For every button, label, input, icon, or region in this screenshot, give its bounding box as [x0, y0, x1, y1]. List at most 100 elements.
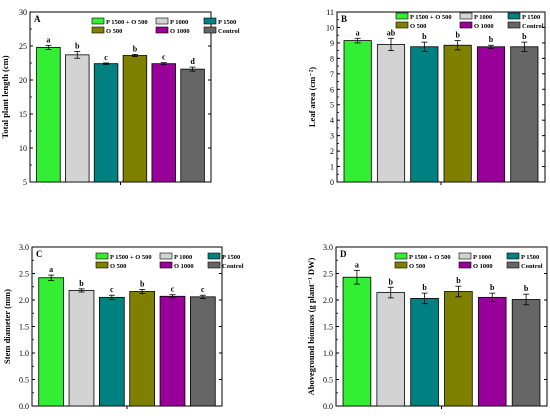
legend-swatch — [507, 21, 521, 29]
bar — [510, 46, 539, 183]
legend-label: P 1500 — [521, 254, 539, 261]
y-tick-label: 3.0 — [19, 243, 29, 252]
legend-swatch — [159, 252, 173, 260]
panel-a: 5 10 15 20 25 30 Total plant length (cm) Aa b c b c… — [0, 8, 240, 187]
legend-swatch — [395, 12, 409, 20]
y-tick-label: 1.5 — [323, 323, 333, 332]
y-axis-label: Leaf area (cm⁻²) — [307, 67, 317, 127]
bar — [410, 46, 439, 183]
legend-swatch — [394, 252, 408, 260]
legend-label: P 1000 — [474, 14, 492, 21]
bar — [410, 298, 439, 407]
legend-label: O 500 — [410, 23, 426, 30]
bar — [476, 46, 506, 183]
panel-label: C — [36, 249, 43, 259]
legend-swatch — [95, 252, 109, 260]
legend-swatch — [159, 261, 173, 269]
bar — [376, 292, 406, 407]
legend-label: Control — [522, 23, 544, 30]
y-tick-label: 5 — [23, 178, 27, 187]
bar — [376, 44, 406, 183]
legend: P 1500 + O 500 P 1000 P 1500 O 500 O 1000 Con… — [91, 17, 240, 35]
y-tick-label: 8 — [330, 54, 334, 63]
legend-swatch — [91, 17, 105, 25]
legend-swatch — [458, 261, 472, 269]
significance-letter: b — [489, 35, 494, 44]
significance-letter: b — [422, 32, 427, 41]
legend-label: O 1000 — [473, 263, 493, 270]
legend: P 1500 + O 500 P 1000 P 1500 O 500 O 1000 Con… — [394, 252, 543, 270]
legend-label: O 1000 — [170, 28, 190, 35]
bar — [189, 296, 216, 407]
y-tick-label: 0.0 — [19, 402, 29, 411]
significance-letter: b — [455, 31, 460, 40]
bar — [129, 291, 156, 407]
legend-label: P 1500 — [218, 19, 236, 26]
y-tick-label: 2.0 — [19, 296, 29, 305]
y-axis-label: Total plant length (cm) — [0, 55, 10, 138]
bar — [511, 299, 541, 407]
significance-letter: b — [524, 284, 529, 293]
y-tick-label: 4 — [330, 116, 334, 125]
legend-label: Control — [222, 263, 244, 270]
y-tick-label: 6 — [330, 85, 334, 94]
y-tick-label: 15 — [19, 110, 27, 119]
legend-swatch — [203, 17, 217, 25]
y-tick-label: 5 — [330, 101, 334, 110]
legend-swatch — [458, 252, 472, 260]
legend-label: P 1500 + O 500 — [110, 254, 152, 261]
significance-letter: d — [190, 57, 195, 66]
y-tick-label: 3 — [330, 132, 334, 141]
legend-label: P 1000 — [174, 254, 192, 261]
bar — [68, 290, 95, 407]
significance-letter: b — [422, 283, 427, 292]
legend-swatch — [395, 21, 409, 29]
legend-swatch — [459, 12, 473, 20]
significance-letter: b — [490, 283, 495, 292]
bar — [343, 40, 372, 183]
significance-letter: a — [355, 260, 359, 269]
significance-letter: b — [389, 277, 394, 286]
y-tick-label: 1.0 — [19, 349, 29, 358]
significance-letter: c — [162, 53, 166, 62]
legend-swatch — [91, 26, 105, 34]
y-tick-label: 9 — [330, 39, 334, 48]
legend-label: O 500 — [409, 263, 425, 270]
bar — [180, 68, 205, 183]
significance-letter: c — [104, 53, 108, 62]
bar — [38, 277, 65, 407]
significance-letter: b — [75, 41, 80, 50]
legend-label: O 500 — [110, 263, 126, 270]
bar — [122, 55, 148, 183]
significance-letter: b — [133, 45, 138, 54]
y-tick-label: 0.0 — [323, 402, 333, 411]
panel-label: A — [34, 14, 41, 24]
bar — [151, 63, 176, 183]
legend-swatch — [506, 261, 520, 269]
legend-label: O 1000 — [474, 23, 494, 30]
legend-label: P 1500 — [222, 254, 240, 261]
legend-label: P 1500 + O 500 — [409, 254, 451, 261]
legend-label: P 1000 — [170, 19, 188, 26]
y-tick-label: 10 — [19, 144, 27, 153]
y-tick-label: 2 — [330, 147, 334, 156]
bar — [444, 291, 473, 407]
legend-swatch — [155, 26, 169, 34]
y-axis-label: Aboveground biomass (g plant⁻¹ DW) — [306, 257, 316, 395]
bar — [36, 46, 61, 183]
y-tick-label: 0.5 — [323, 376, 333, 385]
legend-label: Control — [218, 28, 240, 35]
panel-c: 0.0 0.5 1.0 1.5 2.0 2.5 3.0 Stem diameter (mm) C… — [2, 243, 244, 411]
bar — [159, 295, 186, 407]
y-tick-label: 2.0 — [323, 296, 333, 305]
y-tick-label: 3.0 — [323, 243, 333, 252]
panel-label: D — [340, 249, 347, 259]
y-tick-label: 20 — [19, 76, 27, 85]
legend-swatch — [155, 17, 169, 25]
legend: P 1500 + O 500 P 1000 P 1500 O 500 O 1000 Con… — [95, 252, 244, 270]
bar — [65, 54, 90, 183]
legend-swatch — [394, 261, 408, 269]
